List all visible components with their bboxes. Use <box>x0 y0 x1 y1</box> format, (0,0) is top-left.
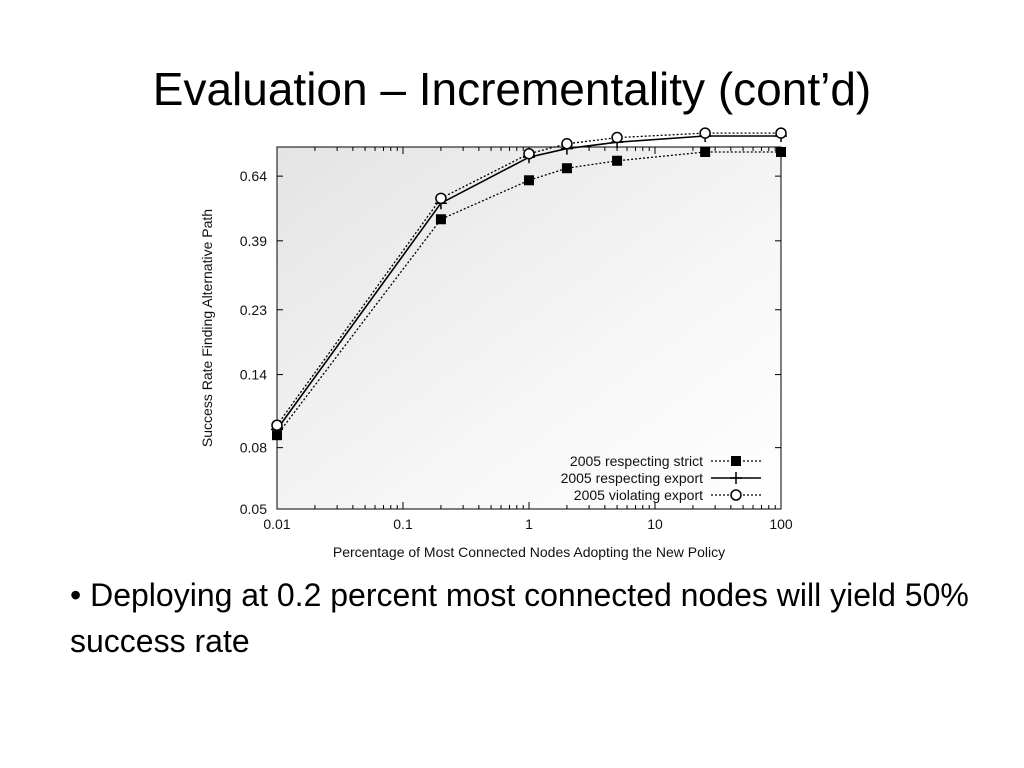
x-tick-label: 0.01 <box>263 516 290 532</box>
series-point <box>612 155 623 166</box>
axis-ticks: 0.05 0.08 0.14 0.23 0.39 0.64 0.01 0.1 1 10 100 <box>240 147 793 532</box>
legend-label: 2005 violating export <box>574 487 703 503</box>
plot-area <box>276 146 782 510</box>
slide-title: Evaluation – Incrementality (cont’d) <box>152 63 872 115</box>
series-point <box>435 214 446 225</box>
bullet-text: Deploying at 0.2 percent most connected … <box>70 577 969 659</box>
y-tick-label: 0.08 <box>240 440 267 456</box>
series-point <box>775 127 787 139</box>
series-point <box>699 127 711 139</box>
y-tick-label: 0.14 <box>240 367 267 383</box>
x-tick-label: 0.1 <box>393 516 413 532</box>
x-tick-label: 100 <box>769 516 793 532</box>
series-point <box>730 489 742 501</box>
series-point <box>731 456 741 466</box>
x-axis-label: Percentage of Most Connected Nodes Adopt… <box>333 544 725 560</box>
series-point <box>524 175 534 186</box>
series-point <box>271 419 283 431</box>
y-tick-label: 0.39 <box>240 233 267 249</box>
y-axis-label: Success Rate Finding Alternative Path <box>199 209 215 447</box>
legend-label: 2005 respecting export <box>561 470 704 486</box>
bullet-point: • Deploying at 0.2 percent most connecte… <box>70 572 970 664</box>
series-point <box>561 163 572 174</box>
series-point <box>730 472 742 484</box>
legend-label: 2005 respecting strict <box>570 453 703 469</box>
y-tick-label: 0.23 <box>240 302 267 318</box>
x-tick-label: 10 <box>647 516 663 532</box>
y-tick-label: 0.64 <box>240 168 267 184</box>
series-point <box>435 192 447 205</box>
series-point <box>561 138 573 150</box>
series-layer <box>271 127 787 441</box>
series-point <box>611 131 623 144</box>
bullet-mark: • <box>70 577 82 613</box>
y-tick-label: 0.05 <box>240 501 267 517</box>
series-point <box>523 147 535 160</box>
x-tick-label: 1 <box>525 516 533 532</box>
series-point <box>776 146 786 157</box>
series-point <box>700 146 711 157</box>
